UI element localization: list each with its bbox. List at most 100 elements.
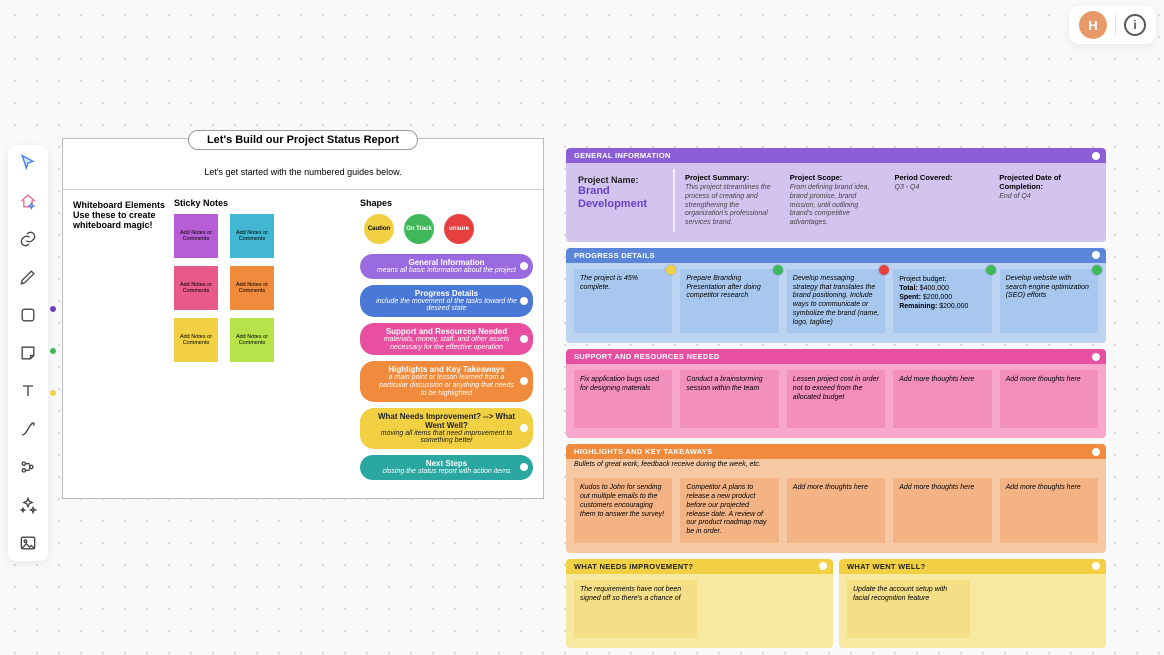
project-name-block: Project Name: Brand Development: [574, 169, 669, 232]
legend-pill[interactable]: Progress Detailsinclude the movement of …: [360, 285, 533, 317]
pill-dot: [520, 262, 528, 270]
toolbar-dot-purple: [50, 306, 56, 312]
gi-cell-title: Projected Date of Completion:: [999, 173, 1092, 191]
status-report: GENERAL INFORMATION Project Name: Brand …: [566, 148, 1106, 648]
general-info-cell: Project Scope:From defining brand idea, …: [786, 171, 887, 230]
section-head-wentwell: WHAT WENT WELL?: [839, 559, 1106, 574]
card-text: Add more thoughts here: [899, 484, 974, 491]
status-card[interactable]: Develop website with search engine optim…: [1000, 269, 1098, 334]
link-tool[interactable]: [16, 227, 40, 251]
section-head-improve-text: WHAT NEEDS IMPROVEMENT?: [574, 562, 693, 571]
ai-tool[interactable]: [16, 493, 40, 517]
sticky-sample[interactable]: Add Notes or Comments: [174, 214, 218, 258]
status-circle[interactable]: unsure: [444, 214, 474, 244]
section-dot: [819, 562, 827, 570]
sticky-sample[interactable]: Add Notes or Comments: [230, 214, 274, 258]
status-card[interactable]: Kudos to John for sending out multiple e…: [574, 478, 672, 543]
card-text: The project is 45% complete.: [580, 275, 638, 291]
status-card[interactable]: Add more thoughts here: [1000, 370, 1098, 428]
general-info-cell: Projected Date of Completion:End of Q4: [995, 171, 1096, 230]
section-head-general: GENERAL INFORMATION: [566, 148, 1106, 163]
sticky-sample[interactable]: Add Notes or Comments: [174, 266, 218, 310]
gi-divider: [673, 169, 675, 232]
pill-dot: [520, 463, 528, 471]
card-text: Competitor A plans to release a new prod…: [686, 484, 766, 535]
pill-title: Highlights and Key Takeaways: [376, 365, 517, 374]
pill-desc: materials, money, staff, and other asset…: [376, 336, 517, 351]
section-body-improve: The requirements have not been signed of…: [566, 574, 833, 648]
status-circle[interactable]: Caution: [364, 214, 394, 244]
section-progress: PROGRESS DETAILS The project is 45% comp…: [566, 248, 1106, 344]
pill-title: What Needs Improvement? --> What Went We…: [376, 412, 517, 430]
pill-desc: means all basic information about the pr…: [376, 267, 517, 275]
card-text: Develop website with search engine optim…: [1006, 275, 1089, 300]
section-dot: [1092, 251, 1100, 259]
status-dot: [773, 265, 783, 275]
legend-pill[interactable]: Next Stepsclosing the status report with…: [360, 455, 533, 480]
pill-desc: closing the status report with action it…: [376, 468, 517, 476]
status-card[interactable]: The requirements have not been signed of…: [574, 580, 697, 638]
section-dot: [1092, 562, 1100, 570]
status-card[interactable]: Develop messaging strategy that translat…: [787, 269, 885, 334]
card-text: Add more thoughts here: [793, 484, 868, 491]
status-card[interactable]: Project budget:Total: $400,000Spent: $20…: [893, 269, 991, 334]
section-improve-split: WHAT NEEDS IMPROVEMENT? The requirements…: [566, 559, 1106, 648]
project-name-value: Brand Development: [578, 185, 665, 211]
guide-title: Let's Build our Project Status Report: [188, 130, 418, 150]
legend-pill[interactable]: Support and Resources Neededmaterials, m…: [360, 323, 533, 355]
more-tool[interactable]: [16, 455, 40, 479]
legend-pill[interactable]: Highlights and Key Takeawaysa main point…: [360, 361, 533, 401]
card-text: Develop messaging strategy that translat…: [793, 275, 879, 326]
sticky-sample[interactable]: Add Notes or Comments: [230, 318, 274, 362]
text-tool[interactable]: [16, 379, 40, 403]
status-dot: [1092, 265, 1102, 275]
shape-tool[interactable]: [16, 303, 40, 327]
toolbar-dot-yellow: [50, 390, 56, 396]
image-tool[interactable]: [16, 531, 40, 555]
status-card[interactable]: Lessen project cost in order not to exce…: [787, 370, 885, 428]
gi-cell-title: Period Covered:: [895, 173, 988, 182]
section-head-highlights-text: HIGHLIGHTS AND KEY TAKEAWAYS: [574, 447, 712, 456]
section-general: GENERAL INFORMATION Project Name: Brand …: [566, 148, 1106, 242]
sticky-tool[interactable]: [16, 341, 40, 365]
card-text: The requirements have not been signed of…: [580, 586, 681, 602]
connector-tool[interactable]: [16, 417, 40, 441]
section-support: SUPPORT AND RESOURCES NEEDED Fix applica…: [566, 349, 1106, 438]
pill-desc: a main point or lesson learned from a pa…: [376, 374, 517, 397]
pill-dot: [520, 424, 528, 432]
legend-pill[interactable]: What Needs Improvement? --> What Went We…: [360, 408, 533, 449]
budget-block: Project budget:Total: $400,000Spent: $20…: [899, 275, 985, 311]
gi-cell-value: Q3 - Q4: [895, 184, 988, 193]
status-card[interactable]: Conduct a brainstorming session within t…: [680, 370, 778, 428]
section-dot: [1092, 152, 1100, 160]
pen-tool[interactable]: [16, 265, 40, 289]
pill-title: General Information: [376, 258, 517, 267]
gi-cell-title: Project Summary:: [685, 173, 778, 182]
status-card[interactable]: Add more thoughts here: [1000, 478, 1098, 543]
section-dot: [1092, 448, 1100, 456]
status-dot: [879, 265, 889, 275]
avatar[interactable]: H: [1079, 11, 1107, 39]
section-improve: WHAT NEEDS IMPROVEMENT? The requirements…: [566, 559, 833, 648]
section-head-highlights: HIGHLIGHTS AND KEY TAKEAWAYS: [566, 444, 1106, 459]
legend-pill[interactable]: General Informationmeans all basic infor…: [360, 254, 533, 279]
status-card[interactable]: Add more thoughts here: [893, 478, 991, 543]
status-card[interactable]: The project is 45% complete.: [574, 269, 672, 334]
wb-elements-label: Whiteboard Elements Use these to create …: [73, 198, 168, 486]
status-card[interactable]: Update the account setup with facial rec…: [847, 580, 970, 638]
sticky-sample[interactable]: Add Notes or Comments: [230, 266, 274, 310]
info-icon[interactable]: i: [1124, 14, 1146, 36]
highlights-subtitle: Bullets of great work, feedback receive …: [566, 459, 1106, 472]
status-dot: [986, 265, 996, 275]
section-head-general-text: GENERAL INFORMATION: [574, 151, 671, 160]
sticky-sample[interactable]: Add Notes or Comments: [174, 318, 218, 362]
home-sparkle-tool[interactable]: [16, 189, 40, 213]
cursor-tool[interactable]: [16, 151, 40, 175]
status-card[interactable]: Add more thoughts here: [893, 370, 991, 428]
status-circle[interactable]: On Track: [404, 214, 434, 244]
status-card[interactable]: Prepare Branding Presentation after doin…: [680, 269, 778, 334]
pill-desc: include the movement of the tasks toward…: [376, 298, 517, 313]
status-card[interactable]: Competitor A plans to release a new prod…: [680, 478, 778, 543]
status-card[interactable]: Add more thoughts here: [787, 478, 885, 543]
status-card[interactable]: Fix application bugs used for designing …: [574, 370, 672, 428]
